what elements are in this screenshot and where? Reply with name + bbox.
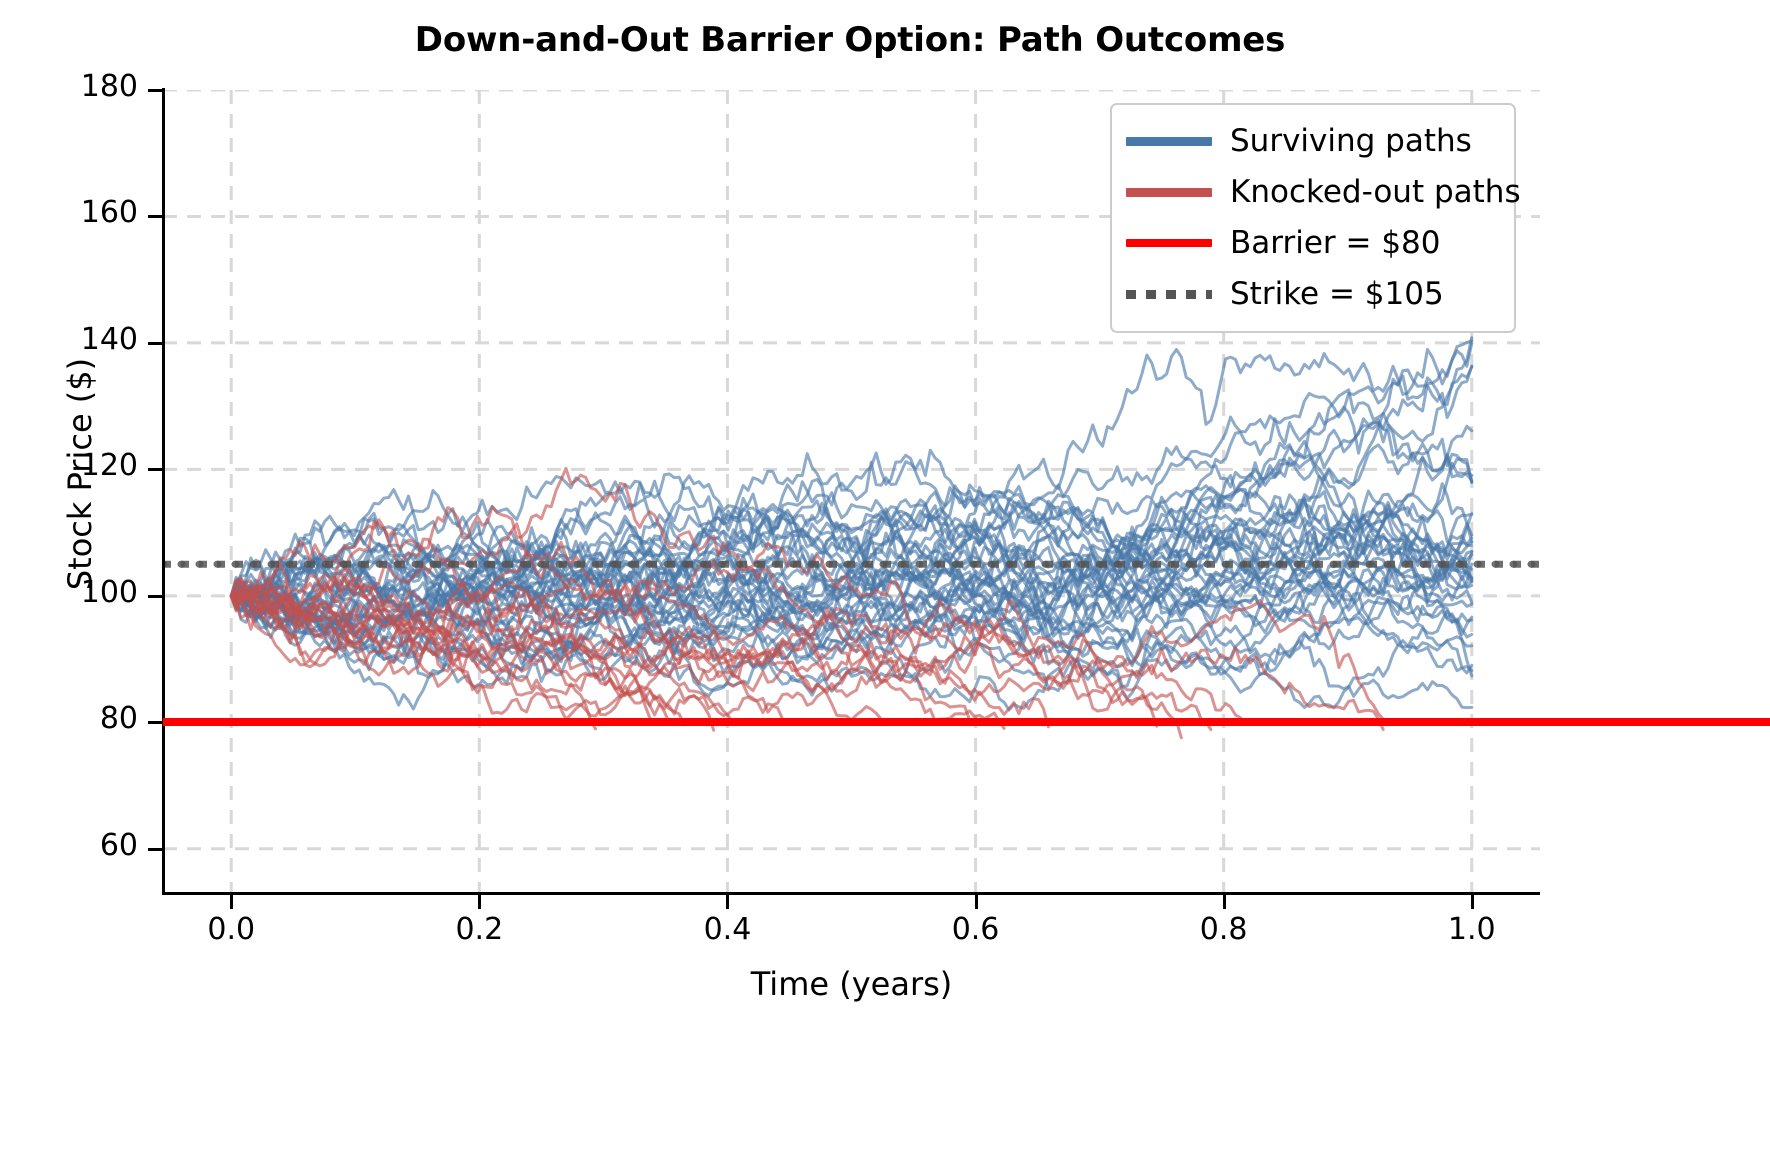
- x-tick-label: 0.8: [1199, 912, 1248, 947]
- x-tick-label: 0.0: [207, 912, 256, 947]
- x-tick-mark: [726, 895, 730, 909]
- x-tick-label: 0.4: [703, 912, 752, 947]
- y-tick-mark: [148, 847, 162, 851]
- x-axis-spine: [162, 892, 1540, 895]
- x-tick-label: 0.2: [455, 912, 504, 947]
- legend-item-0[interactable]: Surviving paths: [1126, 115, 1500, 166]
- legend-item-label: Strike = $105: [1230, 275, 1444, 312]
- y-tick-label: 60: [99, 827, 138, 863]
- surviving-path: [229, 482, 1474, 711]
- y-tick-mark: [148, 215, 162, 219]
- legend-item-3[interactable]: Strike = $105: [1126, 268, 1500, 319]
- x-tick-mark: [230, 895, 234, 909]
- legend-item-label: Barrier = $80: [1230, 224, 1441, 261]
- knocked-out-paths-group: [229, 466, 1390, 740]
- knocked-out-path: [229, 579, 735, 726]
- x-axis-label: Time (years): [750, 965, 953, 1003]
- surviving-path: [229, 439, 1474, 604]
- knocked-out-path: [229, 522, 1390, 725]
- y-tick-label: 100: [80, 574, 138, 610]
- y-tick-label: 140: [80, 321, 138, 357]
- y-tick-label: 180: [80, 69, 138, 104]
- knocked-out-path: [229, 559, 789, 726]
- knocked-out-path: [229, 550, 888, 727]
- x-tick-label: 1.0: [1447, 912, 1496, 947]
- barrier-line: [163, 718, 1770, 727]
- y-tick-mark: [148, 594, 162, 598]
- y-axis-label: Stock Price ($): [61, 357, 99, 591]
- legend-item-label: Knocked-out paths: [1230, 173, 1521, 210]
- y-tick-label: 80: [99, 701, 138, 737]
- x-tick-mark: [974, 895, 978, 909]
- x-tick-mark: [1222, 895, 1226, 909]
- y-tick-mark: [148, 89, 162, 92]
- surviving-paths-group: [229, 336, 1474, 712]
- knocked-out-path: [229, 562, 1050, 729]
- y-axis-spine: [162, 88, 165, 895]
- x-tick-mark: [1470, 895, 1474, 909]
- y-tick-mark: [148, 341, 162, 345]
- plot-canvas: [163, 90, 1540, 893]
- legend-item-label: Surviving paths: [1230, 122, 1472, 159]
- y-tick-label: 160: [80, 195, 138, 231]
- y-tick-label: 120: [80, 448, 138, 484]
- chart-title: Down-and-Out Barrier Option: Path Outcom…: [414, 20, 1286, 60]
- y-tick-mark: [148, 468, 162, 472]
- knocked-out-path: [229, 466, 1247, 725]
- legend-item-1[interactable]: Knocked-out paths: [1126, 166, 1521, 217]
- surviving-path: [229, 364, 1474, 631]
- chart-legend: Surviving paths Knocked-out paths Barrier …: [1110, 103, 1521, 333]
- y-tick-mark: [148, 721, 162, 725]
- surviving-path: [229, 508, 1474, 693]
- x-tick-label: 0.6: [951, 912, 1000, 947]
- legend-item-2[interactable]: Barrier = $80: [1126, 217, 1500, 268]
- x-tick-mark: [478, 895, 482, 909]
